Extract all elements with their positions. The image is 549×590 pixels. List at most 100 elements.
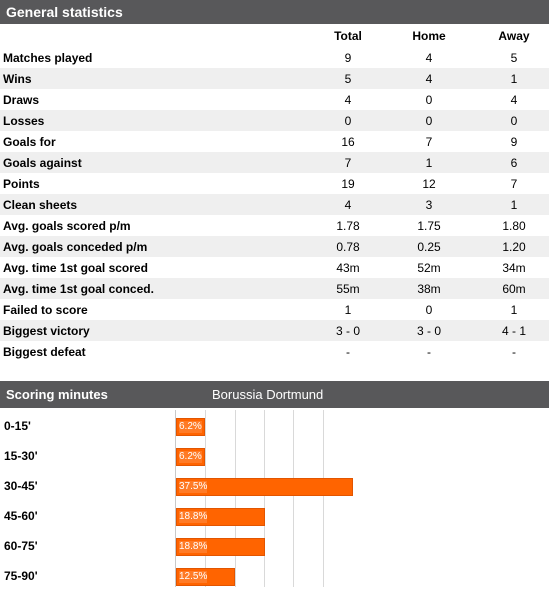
stat-value-home: 4 — [425, 51, 433, 65]
chart-gridline — [205, 410, 206, 587]
stat-value-total: 4 — [344, 198, 352, 212]
minute-range-label: 75-90' — [4, 569, 38, 583]
stat-value-home: 0 — [425, 114, 433, 128]
stat-row: Losses 0 0 0 — [0, 110, 549, 131]
stat-label: Failed to score — [3, 303, 88, 317]
stat-row: Points 19 12 7 — [0, 173, 549, 194]
minute-range-label: 45-60' — [4, 509, 38, 523]
stat-row: Biggest defeat - - - — [0, 341, 549, 362]
column-header-home: Home — [412, 29, 446, 43]
stat-value-away: 5 — [510, 51, 518, 65]
stat-value-home: - — [427, 345, 431, 359]
scoring-row: 60-75' — [0, 530, 549, 560]
stat-label: Avg. time 1st goal conced. — [3, 282, 154, 296]
chart-gridline — [264, 410, 265, 587]
scoring-bar-value: 12.5% — [179, 571, 208, 583]
minute-range-label: 30-45' — [4, 479, 38, 493]
stat-value-total: 1 — [344, 303, 352, 317]
stat-label: Avg. goals conceded p/m — [3, 240, 148, 254]
stat-value-total: 16 — [341, 135, 355, 149]
stat-label: Goals against — [3, 156, 82, 170]
minute-range-label: 60-75' — [4, 539, 38, 553]
chart-gridline — [323, 410, 324, 587]
stat-value-away: 6 — [510, 156, 518, 170]
chart-gridline — [235, 410, 236, 587]
stat-value-total: 0 — [344, 114, 352, 128]
scoring-bar-value: 6.2% — [179, 421, 202, 433]
stat-value-total: 9 — [344, 51, 352, 65]
stat-value-home: 4 — [425, 72, 433, 86]
stat-label: Avg. time 1st goal scored — [3, 261, 148, 275]
stat-value-away: 7 — [510, 177, 518, 191]
stat-row: Draws 4 0 4 — [0, 89, 549, 110]
stat-value-home: 0 — [425, 93, 433, 107]
stat-value-home: 0.25 — [417, 240, 441, 254]
scoring-bar: 37.5% — [176, 478, 353, 496]
scoring-bar-value: 18.8% — [179, 511, 208, 523]
stat-row: Goals against 7 1 6 — [0, 152, 549, 173]
stat-value-away: 4 - 1 — [501, 324, 526, 338]
stat-row: Avg. time 1st goal conced. 55m 38m 60m — [0, 278, 549, 299]
general-statistics-header: General statistics — [0, 0, 549, 24]
stat-row: Avg. time 1st goal scored 43m 52m 34m — [0, 257, 549, 278]
stat-row: Goals for 16 7 9 — [0, 131, 549, 152]
stat-row: Wins 5 4 1 — [0, 68, 549, 89]
stat-value-home: 3 - 0 — [416, 324, 441, 338]
stat-value-away: 1 — [510, 198, 518, 212]
stat-value-away: 1.20 — [502, 240, 526, 254]
stat-value-total: 43m — [336, 261, 360, 275]
team-name: Borussia Dortmund — [212, 387, 324, 402]
scoring-bar: 6.2% — [176, 448, 205, 466]
stat-value-away: 0 — [510, 114, 518, 128]
minute-range-label: 0-15' — [4, 419, 31, 433]
scoring-bar: 6.2% — [176, 418, 205, 436]
stat-label: Goals for — [3, 135, 56, 149]
stat-row: Matches played 9 4 5 — [0, 47, 549, 68]
stat-label: Biggest victory — [3, 324, 90, 338]
scoring-bar-value: 37.5% — [179, 481, 208, 493]
stat-value-total: 4 — [344, 93, 352, 107]
stat-row: Clean sheets 4 3 1 — [0, 194, 549, 215]
stat-value-away: 60m — [502, 282, 526, 296]
stat-value-total: 1.78 — [336, 219, 360, 233]
stat-value-total: 0.78 — [336, 240, 360, 254]
stat-value-home: 3 — [425, 198, 433, 212]
stat-value-away: 1.80 — [502, 219, 526, 233]
stat-value-home: 7 — [425, 135, 433, 149]
column-header-total: Total — [334, 29, 362, 43]
stat-row: Avg. goals scored p/m 1.78 1.75 1.80 — [0, 215, 549, 236]
stat-value-away: 9 — [510, 135, 518, 149]
scoring-row: 0-15' — [0, 410, 549, 440]
stat-value-total: 19 — [341, 177, 355, 191]
stat-value-home: 1.75 — [417, 219, 441, 233]
scoring-bar: 18.8% — [176, 538, 265, 556]
stat-label: Wins — [3, 72, 32, 86]
scoring-bar-value: 18.8% — [179, 541, 208, 553]
stat-label: Points — [3, 177, 40, 191]
scoring-minutes-title: Scoring minutes — [6, 387, 108, 402]
stat-value-total: - — [346, 345, 350, 359]
stat-value-away: - — [512, 345, 516, 359]
scoring-row: 75-90' — [0, 560, 549, 590]
scoring-row: 30-45' — [0, 470, 549, 500]
stat-label: Draws — [3, 93, 40, 107]
stat-value-home: 52m — [417, 261, 441, 275]
stat-value-away: 4 — [510, 93, 518, 107]
general-statistics-title: General statistics — [6, 4, 123, 20]
stat-label: Avg. goals scored p/m — [3, 219, 131, 233]
scoring-row: 15-30' — [0, 440, 549, 470]
stat-value-total: 5 — [344, 72, 352, 86]
stat-value-total: 3 - 0 — [335, 324, 360, 338]
scoring-bar: 18.8% — [176, 508, 265, 526]
stat-label: Losses — [3, 114, 45, 128]
stat-value-home: 0 — [425, 303, 433, 317]
chart-axis — [175, 410, 176, 587]
stat-row: Avg. goals conceded p/m 0.78 0.25 1.20 — [0, 236, 549, 257]
scoring-row: 45-60' — [0, 500, 549, 530]
stat-value-away: 34m — [502, 261, 526, 275]
stat-value-total: 55m — [336, 282, 360, 296]
stat-label: Clean sheets — [3, 198, 78, 212]
stat-value-home: 1 — [425, 156, 433, 170]
stat-row: Biggest victory 3 - 0 3 - 0 4 - 1 — [0, 320, 549, 341]
stats-column-headers: Total Home Away — [0, 24, 549, 47]
